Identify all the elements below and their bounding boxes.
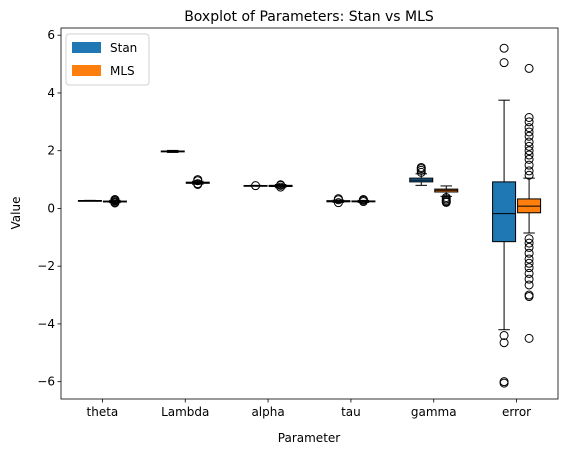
- outlier-point: [524, 166, 534, 176]
- outlier-point: [524, 137, 534, 147]
- outlier-point: [524, 238, 534, 248]
- outlier-point: [193, 179, 203, 189]
- outlier-point: [499, 378, 509, 388]
- x-axis-label: Parameter: [278, 431, 340, 445]
- x-axis: theta Lambda alpha tau gamma error: [87, 399, 531, 419]
- outlier-point: [441, 197, 451, 207]
- outlier-point: [251, 181, 261, 191]
- plot-area: [61, 28, 558, 399]
- outlier-point: [524, 292, 534, 302]
- outlier-point: [524, 63, 534, 73]
- outlier-point: [524, 113, 534, 123]
- box-mls-gamma: [434, 185, 459, 207]
- box-mls-alpha: [268, 180, 293, 192]
- outlier-point: [110, 194, 120, 204]
- outlier-point: [524, 170, 534, 180]
- box-stan-alpha: [243, 181, 268, 191]
- box-stan-gamma: [409, 162, 434, 186]
- outlier-point: [524, 234, 534, 244]
- outlier-point: [499, 58, 509, 68]
- x-tick-label: tau: [341, 405, 361, 419]
- box-series: [77, 43, 542, 388]
- y-tick-label: 0: [47, 201, 55, 215]
- outlier-point: [499, 43, 509, 53]
- y-tick-label: 4: [47, 86, 55, 100]
- box-iqr: [492, 181, 517, 243]
- outlier-point: [524, 280, 534, 290]
- x-tick-label: theta: [87, 405, 119, 419]
- box-mls-lambda: [185, 175, 210, 189]
- x-tick-label: alpha: [251, 405, 284, 419]
- outlier-point: [358, 194, 368, 204]
- outlier-point: [524, 131, 534, 141]
- outlier-point: [524, 333, 534, 343]
- x-tick-label: Lambda: [161, 405, 209, 419]
- outlier-point: [524, 263, 534, 273]
- x-tick-label: error: [502, 405, 531, 419]
- legend-swatch-mls: [72, 65, 101, 76]
- box-mls-tau: [351, 194, 376, 207]
- plot-frame: [60, 27, 559, 400]
- outlier-point: [524, 268, 534, 278]
- box-stan-lambda: [160, 149, 185, 153]
- outlier-point: [524, 248, 534, 258]
- outlier-point: [524, 141, 534, 151]
- y-tick-label: 6: [47, 28, 55, 42]
- y-axis: −6 −4 −2 0 2 4 6: [37, 28, 61, 389]
- outlier-point: [524, 274, 534, 284]
- x-tick-label: gamma: [411, 405, 457, 419]
- outlier-point: [333, 198, 343, 208]
- outlier-point: [193, 175, 203, 185]
- outlier-point: [524, 254, 534, 264]
- outlier-point: [499, 338, 509, 348]
- outlier-point: [524, 146, 534, 156]
- y-tick-label: 2: [47, 144, 55, 158]
- outlier-point: [333, 194, 343, 204]
- outlier-point: [524, 160, 534, 170]
- outlier-point: [524, 127, 534, 137]
- y-tick-label: −6: [37, 375, 55, 389]
- outlier-point: [524, 258, 534, 268]
- legend-swatch-stan: [72, 42, 101, 53]
- outlier-point: [276, 180, 286, 190]
- box-stan-error: [492, 43, 517, 388]
- legend-label-mls: MLS: [110, 64, 135, 78]
- outlier-point: [524, 117, 534, 127]
- outlier-point: [499, 330, 509, 340]
- outlier-point: [524, 150, 534, 160]
- legend: Stan MLS: [65, 33, 150, 86]
- box-mls-error: [517, 63, 542, 343]
- legend-label-stan: Stan: [110, 41, 137, 55]
- outlier-point: [524, 154, 534, 164]
- chart-title: Boxplot of Parameters: Stan vs MLS: [184, 9, 434, 25]
- box-stan-theta: [77, 199, 102, 202]
- outlier-point: [416, 162, 426, 172]
- outlier-point: [524, 242, 534, 252]
- box-mls-theta: [102, 194, 127, 208]
- y-tick-label: −4: [37, 317, 55, 331]
- outlier-point: [524, 123, 534, 133]
- box-stan-tau: [326, 194, 351, 208]
- y-axis-label: Value: [9, 197, 23, 230]
- y-tick-label: −2: [37, 259, 55, 273]
